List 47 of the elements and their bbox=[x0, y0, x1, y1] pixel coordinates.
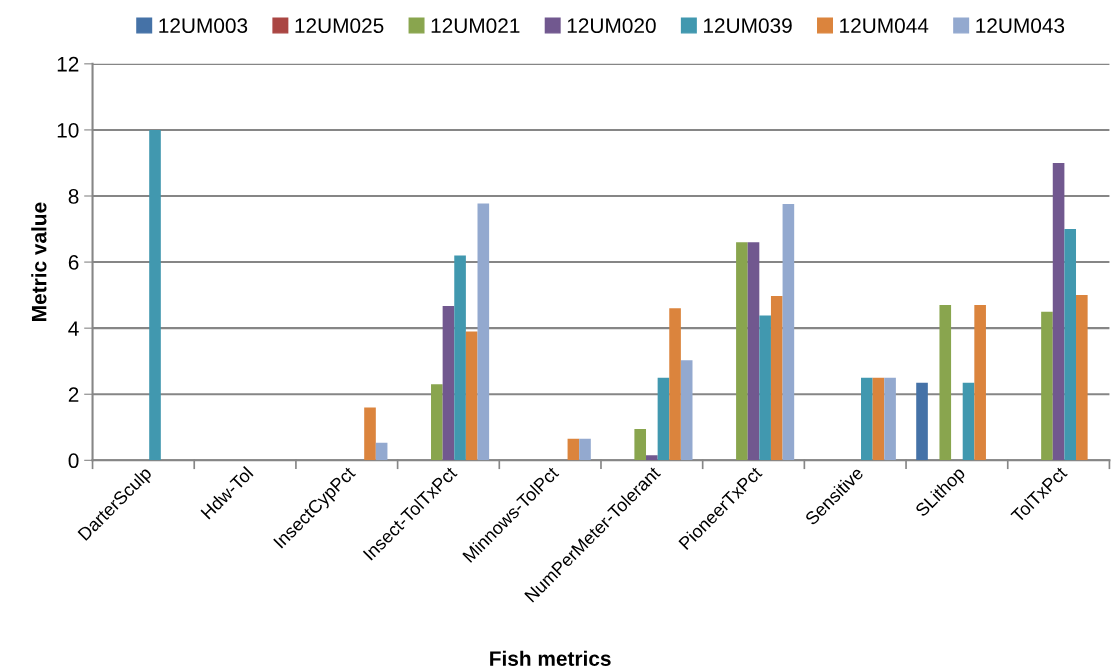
bar bbox=[680, 360, 693, 461]
y-tick-label: 4 bbox=[68, 321, 79, 336]
bar bbox=[861, 377, 873, 461]
y-tick-label: 0 bbox=[68, 453, 79, 469]
y-tick-label: 10 bbox=[57, 122, 79, 138]
bar bbox=[579, 438, 591, 461]
bar bbox=[375, 442, 388, 461]
bar bbox=[149, 129, 161, 461]
bar bbox=[736, 242, 748, 461]
legend-label: 12UM025 bbox=[295, 18, 384, 34]
legend-label: 12UM021 bbox=[431, 18, 520, 34]
bar bbox=[657, 377, 670, 461]
bar bbox=[634, 428, 647, 461]
bar bbox=[454, 255, 466, 461]
bar bbox=[1076, 295, 1088, 461]
bar bbox=[1052, 162, 1065, 461]
bar bbox=[567, 438, 580, 461]
y-tick-label: 2 bbox=[68, 387, 79, 402]
bar bbox=[477, 203, 490, 461]
bar bbox=[431, 384, 443, 461]
legend-label: 12UM043 bbox=[976, 18, 1065, 34]
bar bbox=[770, 296, 783, 461]
bar bbox=[884, 377, 896, 461]
bar bbox=[974, 305, 986, 461]
legend-label: 12UM003 bbox=[159, 18, 248, 34]
bar bbox=[364, 407, 376, 461]
bar bbox=[1064, 229, 1077, 461]
legend-label: 12UM039 bbox=[703, 18, 792, 34]
bar bbox=[962, 382, 975, 461]
bar bbox=[669, 308, 681, 461]
legend-label: 12UM020 bbox=[567, 18, 656, 34]
x-axis-title: Fish metrics bbox=[490, 650, 611, 666]
bar bbox=[646, 455, 658, 461]
bar bbox=[916, 382, 928, 461]
bar bbox=[872, 377, 885, 461]
y-tick-label: 8 bbox=[68, 189, 79, 204]
bar bbox=[442, 306, 455, 461]
bar bbox=[747, 242, 760, 461]
bar bbox=[939, 305, 952, 461]
bar bbox=[1041, 311, 1053, 461]
y-axis-title: Metric value bbox=[31, 202, 47, 321]
bar bbox=[465, 331, 478, 461]
y-tick-label: 6 bbox=[68, 255, 79, 270]
y-tick-label: 12 bbox=[57, 56, 79, 72]
bar bbox=[782, 203, 795, 461]
legend-label: 12UM044 bbox=[840, 18, 929, 34]
bar bbox=[759, 315, 771, 461]
